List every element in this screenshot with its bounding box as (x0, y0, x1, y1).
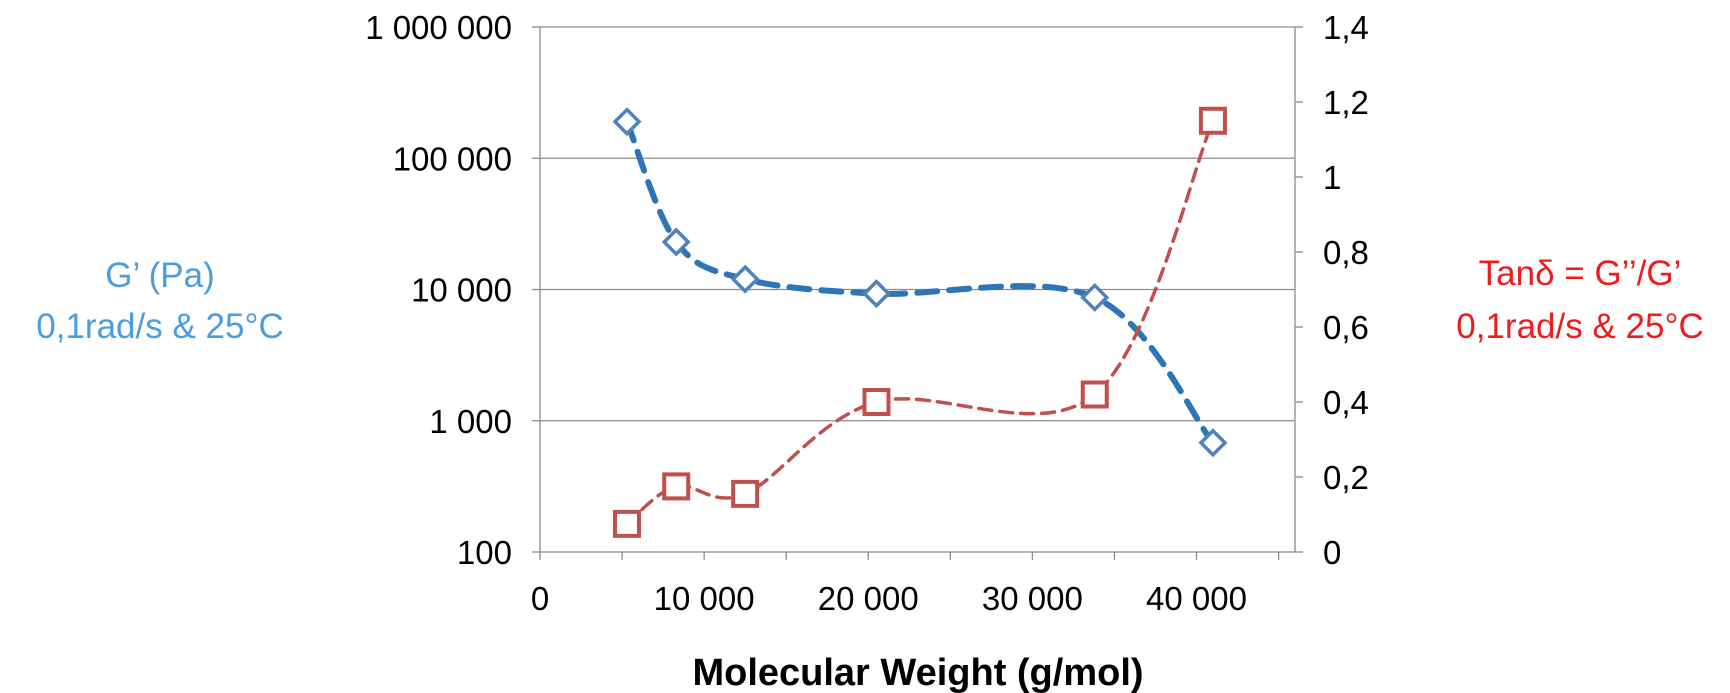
series-group (612, 106, 1228, 538)
x-tick-label: 0 (531, 580, 549, 617)
series-1-point (1080, 282, 1110, 312)
right-tick-label: 0,2 (1323, 459, 1369, 496)
x-tick-label: 40 000 (1146, 580, 1247, 617)
series-2-point (1198, 106, 1227, 135)
series-1-point (861, 279, 891, 309)
left-tick-label: 1 000 (429, 403, 512, 440)
grid-lines (540, 26, 1295, 422)
series-1-point (661, 227, 691, 257)
series-2-point (662, 472, 691, 501)
series-1-line (623, 118, 1216, 446)
right-tick-label: 1,4 (1323, 9, 1369, 46)
left-axis-label-line-2: 0,1rad/s & 25°C (36, 307, 283, 346)
right-axis-ticks: 0 0,2 0,4 0,6 0,8 1 1,2 1,4 (1295, 9, 1369, 571)
right-tick-label: 1,2 (1323, 84, 1369, 121)
series-2-point (1080, 380, 1109, 409)
left-tick-label: 10 000 (411, 272, 512, 309)
left-tick-label: 100 000 (393, 140, 512, 177)
right-tick-label: 0 (1323, 534, 1341, 571)
left-axis-label-line-1: G’ (Pa) (105, 256, 215, 295)
x-tick-label: 10 000 (654, 580, 755, 617)
series-1-point (730, 264, 760, 294)
series-1-point (612, 107, 642, 137)
series-2-line (625, 119, 1215, 526)
x-axis-ticks: 0 10 000 20 000 30 000 40 000 (531, 552, 1280, 617)
right-tick-label: 0,8 (1323, 234, 1369, 271)
left-tick-label: 100 (457, 534, 512, 571)
right-tick-label: 0,4 (1323, 384, 1369, 421)
left-tick-label: 1 000 000 (365, 9, 512, 46)
x-tick-label: 20 000 (818, 580, 919, 617)
left-axis-ticks: 100 1 000 10 000 100 000 1 000 000 (365, 9, 540, 571)
series-2-point (612, 509, 641, 538)
series-1-point (1198, 428, 1228, 458)
right-tick-label: 1 (1323, 159, 1341, 196)
right-tick-label: 0,6 (1323, 309, 1369, 346)
x-axis-label: Molecular Weight (g/mol) (692, 652, 1143, 693)
series-2-point (731, 479, 760, 508)
series-2-point (862, 388, 891, 416)
right-axis-label-line-2: 0,1rad/s & 25°C (1456, 307, 1703, 346)
right-axis-label-line-1: Tanδ = G’’/G’ (1479, 254, 1682, 293)
x-tick-label: 30 000 (982, 580, 1083, 617)
